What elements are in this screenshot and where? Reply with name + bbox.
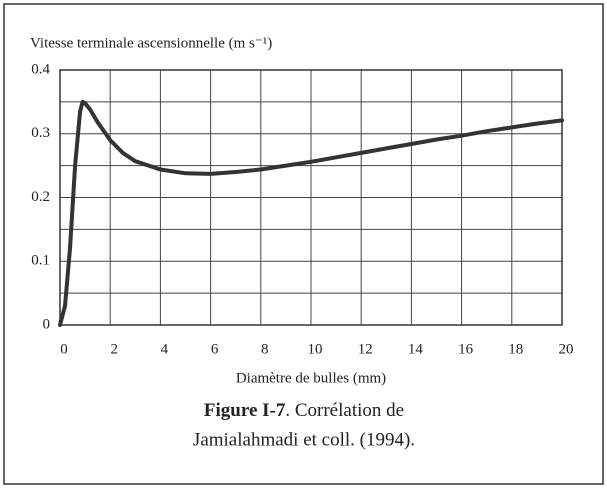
- x-tick-label: 12: [358, 341, 373, 357]
- x-axis-label: Diamètre de bulles (mm): [236, 370, 386, 386]
- y-axis-label: Vitesse terminale ascensionnelle (m s⁻¹): [30, 35, 272, 51]
- frame: [3, 3, 604, 485]
- y-tick-label: 0: [43, 316, 51, 332]
- x-tick-label: 2: [110, 341, 118, 357]
- caption-line: . Corrélation de: [285, 400, 404, 421]
- x-tick-label: 18: [508, 341, 523, 357]
- y-tick-label: 0.1: [31, 253, 50, 269]
- x-tick-label: 16: [458, 341, 474, 357]
- y-tick-label: 0.4: [31, 61, 50, 77]
- x-tick-label: 20: [559, 341, 574, 357]
- x-tick-label: 8: [261, 341, 269, 357]
- x-tick-label: 10: [308, 341, 323, 357]
- plot-area: [59, 69, 563, 326]
- caption-label: Figure I-7: [204, 400, 286, 421]
- caption: Figure I-7. Corrélation de: [204, 400, 404, 421]
- y-tick-label: 0.2: [31, 189, 50, 205]
- data-line: [58, 99, 564, 327]
- x-tick-label: 14: [408, 341, 424, 357]
- x-tick-label: 0: [60, 341, 68, 357]
- y-tick-label: 0.3: [31, 125, 50, 141]
- caption-line: Jamialahmadi et coll. (1994).: [193, 429, 415, 450]
- x-tick-label: 4: [161, 341, 169, 357]
- x-tick-label: 6: [211, 341, 219, 357]
